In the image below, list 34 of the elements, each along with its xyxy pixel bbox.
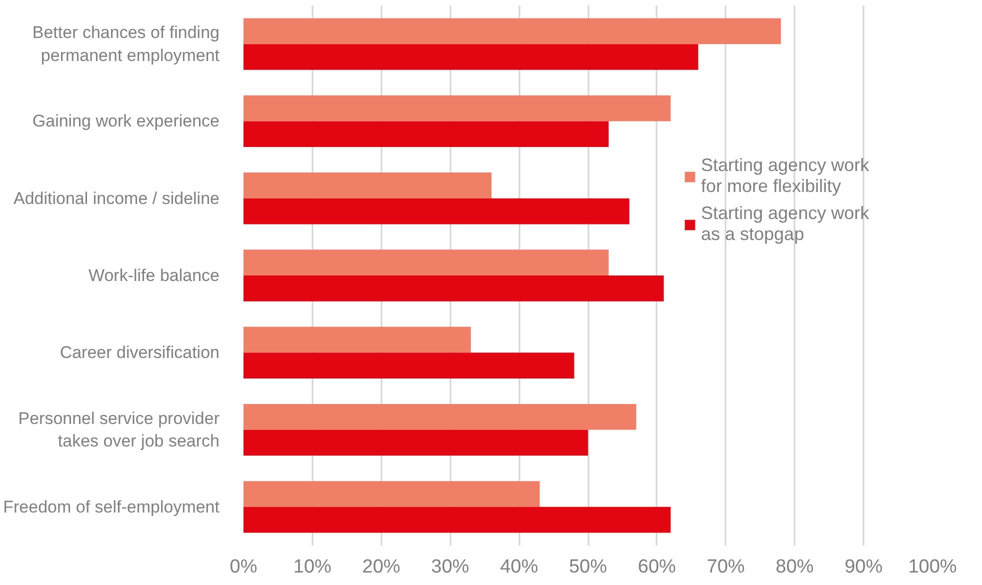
bar [244,326,471,353]
x-tick-label: 100% [908,556,957,578]
x-tick-label: 30% [431,556,470,578]
bar [244,250,609,276]
bar [244,18,781,44]
x-tick-label: 10% [293,556,332,578]
bar [244,95,671,122]
x-tick-label: 90% [844,556,883,578]
x-tick-label: 50% [568,556,608,578]
bar [244,198,630,224]
bar [244,506,671,533]
x-tick-label: 20% [362,556,400,578]
legend-label: Starting agency work as a stopgap [701,203,870,245]
bar [244,121,609,148]
bar [244,276,664,302]
bar [244,430,588,456]
bar [244,404,636,430]
y-tick-label: Additional income / sideline [13,188,220,208]
x-tick-label: 80% [776,556,814,578]
x-tick-label: 70% [706,556,745,578]
y-tick-label: Career diversification [60,343,220,362]
y-tick-label: Freedom of self-employment [3,497,220,516]
bar [244,481,540,507]
y-tick-label: Personnel service provider takes over job search [18,408,220,451]
bar [244,44,698,70]
legend-label: Starting agency work for more flexibility [701,155,870,197]
y-tick-label: Gaining work experience [32,112,220,131]
bar [244,172,492,198]
x-tick-label: 60% [638,556,676,578]
x-tick-label: 40% [500,556,538,578]
bar [244,352,574,378]
y-tick-label: Better chances of finding permanent employment [32,23,220,65]
x-tick-label: 0% [230,556,258,578]
y-tick-label: Work-life balance [88,266,220,285]
